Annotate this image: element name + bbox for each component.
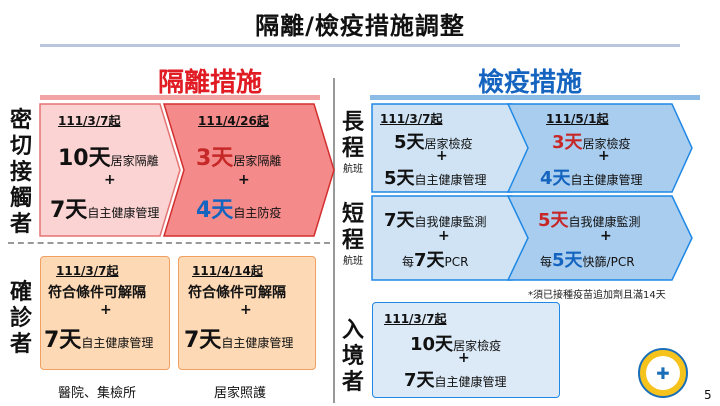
- duration-text: 自主防疫: [233, 206, 282, 220]
- duration-text: 居家隔離: [233, 154, 282, 168]
- long-haul-after-arrow: [506, 103, 693, 193]
- duration-value: 4天: [196, 198, 234, 223]
- plus-sign: +: [438, 228, 450, 244]
- entry-label: 入境者: [341, 318, 364, 395]
- quarantine-heading: 檢疫措施: [477, 68, 582, 98]
- long-haul-label: 長程: [341, 110, 364, 161]
- confirmed-label: 確診者: [9, 280, 32, 357]
- logo-mark: ✚: [646, 356, 680, 390]
- entry-box: [372, 302, 560, 398]
- duration-text: 自主健康管理: [221, 336, 294, 350]
- close-contacts-before-line1: 10天居家隔離: [58, 140, 159, 172]
- long-haul-before-date: 111/3/7起: [380, 112, 443, 126]
- long-haul-sublabel: 航班: [343, 164, 363, 175]
- short-haul-after-line1: 5天自我健康監測: [538, 206, 641, 232]
- duration-text: 快篩/PCR: [582, 255, 635, 269]
- prefix-text: 每: [402, 255, 415, 269]
- duration-value: 7天: [384, 210, 415, 231]
- long-haul-after-line1: 3天居家檢疫: [552, 128, 631, 154]
- vaccine-footnote: *須已接種疫苗追加劑且滿14天: [528, 290, 666, 301]
- plus-sign: +: [600, 228, 612, 244]
- duration-value: 3天: [552, 132, 583, 153]
- page-number: 5: [704, 388, 712, 402]
- long-haul-after-line2: 4天自主健康管理: [540, 164, 643, 190]
- short-haul-after-line2: 每5天快篩/PCR: [540, 246, 635, 272]
- confirmed-hospital-box: [40, 256, 170, 370]
- quarantine-heading-bar: [370, 95, 700, 100]
- duration-text: 自主健康管理: [87, 206, 160, 220]
- plus-sign: +: [458, 350, 470, 366]
- plus-sign: +: [104, 172, 116, 188]
- confirmed-hospital-date: 111/3/7起: [56, 264, 119, 278]
- duration-text: 自主健康管理: [570, 173, 643, 187]
- confirmed-home-line2: 7天自主健康管理: [184, 322, 293, 354]
- confirmed-home-date: 111/4/14起: [192, 264, 263, 278]
- duration-value: 10天: [58, 146, 111, 171]
- duration-value: 7天: [404, 370, 435, 391]
- title-divider: [40, 44, 680, 47]
- slide-title: 隔離/檢疫措施調整: [255, 12, 465, 40]
- prefix-text: 每: [540, 255, 553, 269]
- duration-text: PCR: [444, 255, 469, 269]
- close-contacts-after-arrow: [162, 103, 335, 237]
- long-haul-before-line2: 5天自主健康管理: [384, 164, 487, 190]
- close-contacts-label: 密切接觸者: [9, 108, 32, 237]
- close-contacts-before-date: 111/3/7起: [58, 114, 121, 128]
- short-haul-before-line1: 7天自我健康監測: [384, 206, 487, 232]
- plus-sign: +: [598, 148, 610, 164]
- duration-text: 自主健康管理: [434, 375, 507, 389]
- duration-text: 自主健康管理: [414, 173, 487, 187]
- plus-sign: +: [436, 148, 448, 164]
- confirmed-hospital-line2: 7天自主健康管理: [44, 322, 153, 354]
- duration-value: 7天: [44, 328, 82, 353]
- row-divider: [8, 242, 330, 244]
- duration-text: 自我健康監測: [568, 215, 641, 229]
- confirmed-home-box: [178, 256, 316, 370]
- close-contacts-after-line2: 4天自主防疫: [196, 192, 281, 224]
- duration-value: 4天: [540, 168, 571, 189]
- duration-value: 10天: [410, 334, 454, 355]
- duration-text: 居家檢疫: [453, 339, 502, 353]
- section-divider: [333, 78, 335, 403]
- duration-text: 居家檢疫: [424, 137, 473, 151]
- long-haul-after-date: 111/5/1起: [546, 112, 609, 126]
- isolation-heading: 隔離措施: [157, 68, 262, 98]
- duration-value: 7天: [184, 328, 222, 353]
- duration-value: 7天: [50, 198, 88, 223]
- plus-sign: +: [100, 302, 112, 318]
- entry-line2: 7天自主健康管理: [404, 366, 507, 392]
- duration-text: 自我健康監測: [414, 215, 487, 229]
- entry-date: 111/3/7起: [384, 312, 447, 326]
- short-haul-after-arrow: [506, 195, 693, 281]
- close-contacts-before-arrow: [39, 103, 181, 237]
- plus-sign: +: [238, 172, 250, 188]
- long-haul-before-line1: 5天居家檢疫: [394, 128, 473, 154]
- duration-value: 7天: [414, 250, 445, 271]
- short-haul-label: 短程: [341, 202, 364, 253]
- hospital-caption: 醫院、集檢所: [58, 386, 137, 401]
- plus-sign: +: [240, 302, 252, 318]
- cdc-seal-icon: ✚: [638, 348, 688, 398]
- close-contacts-before-line2: 7天自主健康管理: [50, 192, 159, 224]
- duration-text: 居家隔離: [110, 154, 159, 168]
- close-contacts-after-date: 111/4/26起: [198, 114, 269, 128]
- close-contacts-after-line1: 3天居家隔離: [196, 140, 281, 172]
- short-haul-sublabel: 航班: [343, 256, 363, 267]
- duration-value: 5天: [538, 210, 569, 231]
- home-caption: 居家照護: [214, 386, 267, 401]
- duration-value: 3天: [196, 146, 234, 171]
- short-haul-before-line2: 每7天PCR: [402, 246, 469, 272]
- isolation-heading-bar: [40, 95, 320, 100]
- duration-value: 5天: [552, 250, 583, 271]
- confirmed-home-line1: 符合條件可解隔: [188, 285, 286, 301]
- duration-value: 5天: [384, 168, 415, 189]
- confirmed-hospital-line1: 符合條件可解隔: [48, 285, 146, 301]
- entry-line1: 10天居家檢疫: [410, 330, 501, 356]
- duration-text: 自主健康管理: [81, 336, 154, 350]
- duration-value: 5天: [394, 132, 425, 153]
- duration-text: 居家檢疫: [582, 137, 631, 151]
